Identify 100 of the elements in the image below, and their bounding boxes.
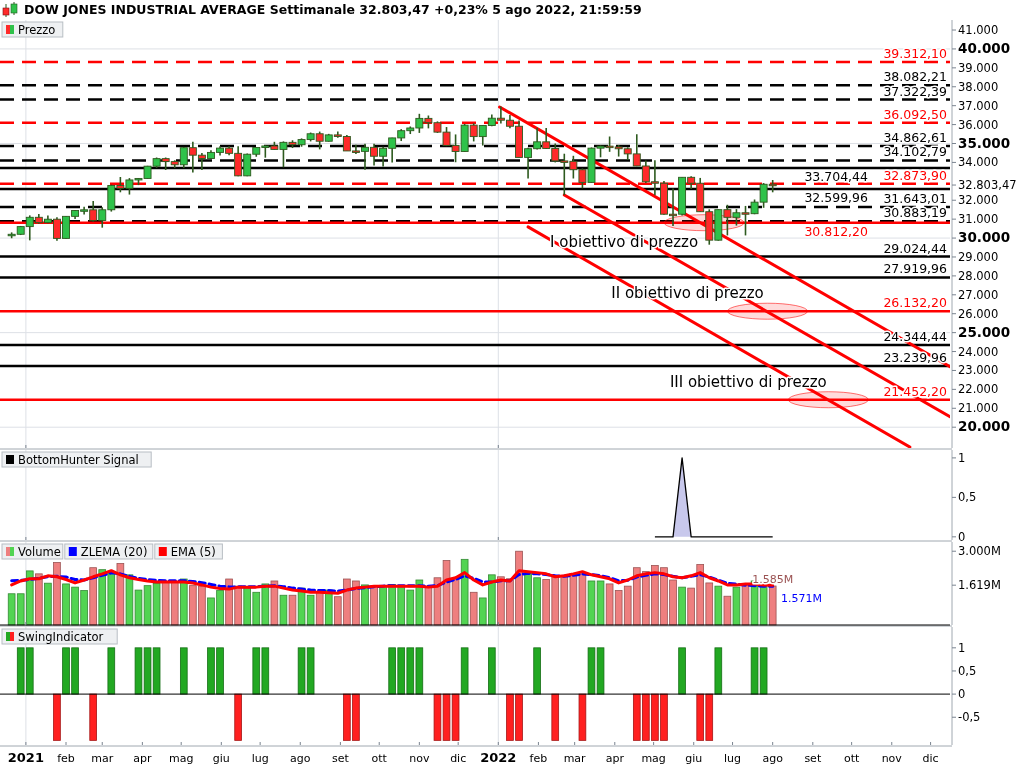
y-tick-label: 30.000 xyxy=(958,229,1011,246)
data-label: 1.585M xyxy=(752,573,794,587)
y-tick-label: 1 xyxy=(958,640,966,655)
y-tick-label: 0 xyxy=(958,687,966,702)
y-tick-label: 41.000 xyxy=(958,23,999,38)
ref-line-label: 30.812,20 xyxy=(804,223,869,239)
bar xyxy=(279,594,288,626)
x-tick-label: apr xyxy=(605,752,625,765)
bar xyxy=(370,585,378,626)
legend-label: EMA (5) xyxy=(170,544,216,559)
annotation: I obiettivo di prezzo xyxy=(550,232,699,251)
x-tick-label: mag xyxy=(168,752,194,765)
y-tick-label: 36.000 xyxy=(958,117,999,132)
x-tick-label: 2021 xyxy=(7,750,44,765)
ref-line-label: 31.643,01 xyxy=(883,190,947,206)
x-tick-label: nov xyxy=(881,752,903,765)
bar xyxy=(179,578,188,626)
ref-line-label: 37.322,39 xyxy=(883,83,948,99)
bar xyxy=(35,573,43,626)
ref-line-label: 29.024,44 xyxy=(883,240,948,256)
bar xyxy=(288,594,297,626)
x-tick-label: ago xyxy=(762,752,784,765)
y-tick-label: 29.000 xyxy=(958,249,999,264)
ref-line-label: 30.883,19 xyxy=(883,205,948,221)
y-tick-label: 32.000 xyxy=(958,193,999,208)
y-tick-label: 31.000 xyxy=(958,212,999,227)
bar xyxy=(53,562,61,626)
bar xyxy=(315,591,324,626)
y-tick-label: 28.000 xyxy=(958,268,999,283)
x-tick-label: giu xyxy=(685,752,703,765)
bar xyxy=(116,563,125,626)
y-tick-label: 34.000 xyxy=(958,155,999,170)
y-tick-label: 0,5 xyxy=(958,663,977,678)
bar xyxy=(678,586,686,626)
y-tick-label: 0 xyxy=(958,529,966,544)
ref-line-label: 36.092,50 xyxy=(883,106,948,122)
y-tick-label: 22.000 xyxy=(958,382,999,397)
bar xyxy=(460,558,469,626)
legend-title: BottomHunter Signal xyxy=(18,452,139,467)
legend-title: Prezzo xyxy=(18,22,56,37)
x-tick-label: set xyxy=(331,752,350,765)
ref-line-label: 34.102,79 xyxy=(883,144,948,160)
legend-label: Volume xyxy=(18,544,61,559)
y-tick-label: 32.803,47 xyxy=(958,178,1017,193)
chart-title: DOW JONES INDUSTRIAL AVERAGE Settimanale 32.803,47 +0,23% 5 ago 2022, 21:59:59 xyxy=(24,2,642,17)
ref-line-label: 33.704,44 xyxy=(804,169,869,184)
x-tick-label: mar xyxy=(563,752,587,765)
bar xyxy=(714,585,723,626)
legend-label: ZLEMA (20) xyxy=(80,544,148,559)
bar xyxy=(723,595,732,626)
x-tick-label: nov xyxy=(409,752,430,765)
bar xyxy=(89,567,97,626)
y-tick-label: 25.000 xyxy=(958,323,1011,340)
x-tick-label: 2022 xyxy=(480,750,517,765)
bar xyxy=(270,580,279,626)
bar xyxy=(732,586,741,626)
y-tick-label: 23.000 xyxy=(958,363,999,378)
x-tick-label: giu xyxy=(212,752,230,765)
x-tick-label: dic xyxy=(450,752,467,765)
y-tick-label: 39.000 xyxy=(958,60,999,75)
y-tick-label: 27.000 xyxy=(958,287,999,302)
ref-line-label: 34.862,61 xyxy=(883,130,947,146)
bar xyxy=(469,591,478,626)
x-tick-label: feb xyxy=(529,752,548,765)
ref-line-label: 27.919,96 xyxy=(883,261,948,277)
x-tick-label: ago xyxy=(290,752,311,765)
y-tick-label: 38.000 xyxy=(958,79,999,94)
x-tick-label: lug xyxy=(251,752,269,765)
y-tick-label: 0,5 xyxy=(958,490,977,505)
y-tick-label: -0,5 xyxy=(958,710,981,725)
y-tick-label: 37.000 xyxy=(958,98,999,113)
ref-line-label: 39.312,10 xyxy=(883,45,948,61)
y-tick-label: 21.000 xyxy=(958,401,999,416)
x-tick-label: apr xyxy=(133,752,152,765)
x-tick-label: mag xyxy=(641,752,666,765)
x-tick-label: feb xyxy=(57,752,75,765)
x-tick-label: ott xyxy=(843,752,860,765)
x-tick-label: mar xyxy=(91,752,114,765)
x-tick-label: lug xyxy=(724,752,742,765)
ref-line-label: 38.082,21 xyxy=(883,69,947,85)
x-tick-label: ott xyxy=(371,752,388,765)
x-tick-label: set xyxy=(804,752,822,765)
bar xyxy=(44,582,52,626)
y-tick-label: 1.619M xyxy=(958,578,1001,593)
ref-line-label: 32.873,90 xyxy=(883,167,948,183)
y-tick-label: 3.000M xyxy=(958,544,1001,559)
data-label: 1.571M xyxy=(781,592,823,606)
legend-title: SwingIndicator xyxy=(18,629,104,644)
x-tick-label: dic xyxy=(922,752,939,765)
y-tick-label: 1 xyxy=(958,450,966,465)
bar xyxy=(361,584,369,626)
y-tick-label: 40.000 xyxy=(958,39,1011,56)
ref-line-label: 26.132,20 xyxy=(883,295,948,311)
bar xyxy=(741,585,750,626)
y-tick-label: 24.000 xyxy=(958,344,999,359)
bar xyxy=(768,585,777,626)
y-tick-label: 35.000 xyxy=(958,134,1011,151)
ref-line-label: 32.599,96 xyxy=(804,189,869,205)
y-tick-label: 20.000 xyxy=(958,418,1011,435)
y-tick-label: 26.000 xyxy=(958,306,999,321)
